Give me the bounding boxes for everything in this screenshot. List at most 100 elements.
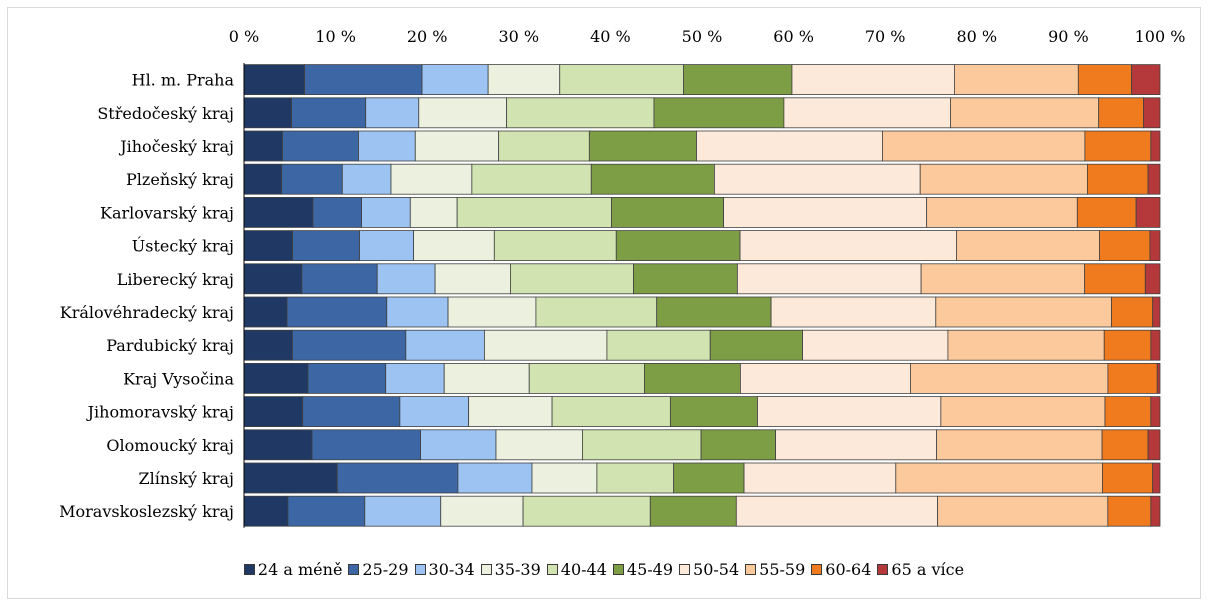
bar-segment [1156, 362, 1161, 394]
bar-segment [723, 196, 928, 228]
bar-segment [1135, 196, 1161, 228]
legend-item: 35-39 [480, 560, 541, 579]
bar-segment [510, 263, 634, 295]
bar-segment [606, 329, 711, 361]
bar-segment [947, 329, 1105, 361]
category-label: Pardubický kraj [106, 336, 234, 355]
bar-segment [468, 396, 553, 428]
bar-segment [287, 495, 366, 527]
legend-item: 24 a méně [243, 560, 343, 579]
bar-segment [1084, 130, 1152, 162]
bar-segment [743, 462, 897, 494]
bar-segment [1147, 163, 1161, 195]
bar-segment [1087, 163, 1149, 195]
bar-segment [405, 329, 485, 361]
x-tick-label: 10 % [315, 27, 356, 46]
bar-segment [757, 396, 942, 428]
bar-segment [739, 362, 911, 394]
bar-segment [302, 396, 401, 428]
legend-swatch [243, 564, 255, 575]
bar-segment [243, 230, 293, 262]
bar-segment [791, 64, 955, 95]
bar-segment [243, 196, 314, 228]
bar-segment [420, 429, 497, 461]
bar-segment [243, 263, 303, 295]
bar-segment [531, 462, 598, 494]
legend-label: 25-29 [362, 560, 409, 579]
bar-segment [292, 329, 407, 361]
legend-item: 50-54 [679, 560, 739, 579]
legend-swatch [480, 564, 492, 575]
bar-segment [950, 97, 1100, 129]
bar-segment [735, 495, 939, 527]
x-tick-label: 70 % [865, 27, 906, 46]
bar-segment [312, 196, 363, 228]
bar-segment [292, 230, 360, 262]
x-tick-label: 90 % [1048, 27, 1089, 46]
legend-label: 35-39 [494, 560, 541, 579]
legend-swatch [811, 564, 823, 575]
bar-segment [673, 462, 745, 494]
bar-segment [281, 163, 343, 195]
bar-segment [935, 296, 1112, 328]
bar-segment [653, 97, 785, 129]
bar-segment [243, 296, 288, 328]
legend-item: 55-59 [745, 560, 805, 579]
category-label: Jihočeský kraj [118, 137, 234, 156]
bar-segment [399, 396, 470, 428]
category-label: Moravskoslezský kraj [59, 502, 234, 521]
bar-segment [447, 296, 537, 328]
bar-segment [615, 230, 741, 262]
bar-segment [1144, 263, 1161, 295]
legend-label: 50-54 [693, 560, 740, 579]
legend-swatch [414, 564, 426, 575]
bar-segment [522, 495, 651, 527]
bar-segment [243, 64, 305, 95]
bar-segment [596, 462, 675, 494]
bar-segment [243, 329, 293, 361]
bar-segment [1099, 230, 1151, 262]
category-label: Jihomoravský kraj [86, 403, 234, 422]
category-label: Liberecký kraj [117, 270, 234, 289]
bar-segment [910, 362, 1109, 394]
legend-item: 25-29 [348, 560, 409, 579]
bar-segment [528, 362, 645, 394]
bar-segment [937, 495, 1109, 527]
bar-segment [456, 196, 612, 228]
bar-segment [341, 163, 392, 195]
bar-segment [588, 130, 697, 162]
bar-segment [1104, 396, 1152, 428]
bar-segment [307, 362, 387, 394]
bar-segment [457, 462, 533, 494]
legend-item: 40-44 [546, 560, 607, 579]
x-tick-label: 50 % [682, 27, 723, 46]
bar-segment [683, 64, 793, 95]
bar-segment [802, 329, 949, 361]
bar-segment [1131, 64, 1161, 95]
bar-segment [926, 196, 1078, 228]
bar-segment [611, 196, 724, 228]
bar-segment [243, 97, 292, 129]
bar-segment [434, 263, 511, 295]
bar-segment [471, 163, 592, 195]
legend-label: 24 a méně [257, 560, 343, 579]
legend-label: 60-64 [825, 560, 872, 579]
category-label: Středočeský kraj [97, 104, 234, 123]
legend-item: 65 a více [877, 560, 964, 579]
category-label: Karlovarský kraj [100, 203, 234, 222]
bar-segment [739, 230, 957, 262]
bar-segment [243, 462, 338, 494]
bar-segment [656, 296, 772, 328]
bar-segment [551, 396, 671, 428]
bar-segment [1152, 296, 1161, 328]
legend-item: 60-64 [811, 560, 871, 579]
bar-segment [559, 64, 685, 95]
bar-segment [487, 64, 561, 95]
bar-segment [390, 163, 473, 195]
bar-segment [1107, 495, 1152, 527]
bar-segment [304, 64, 423, 95]
category-label: Kraj Vysočina [123, 369, 234, 388]
bar-segment [940, 396, 1106, 428]
bar-segment [243, 362, 309, 394]
